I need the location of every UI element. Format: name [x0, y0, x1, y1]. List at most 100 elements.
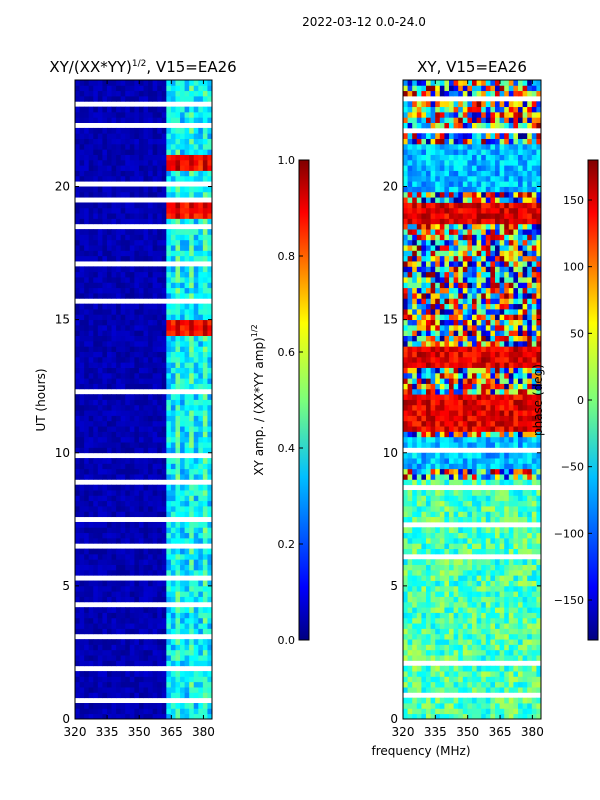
heatmap-cell [490, 527, 496, 534]
heatmap-cell [430, 378, 436, 384]
heatmap-cell [403, 495, 408, 502]
heatmap-cell [518, 415, 523, 422]
heatmap-cell [407, 468, 413, 475]
heatmap-cell [407, 612, 413, 619]
heatmap-cell [193, 660, 199, 667]
heatmap-cell [444, 713, 450, 720]
heatmap-cell [189, 90, 195, 97]
heatmap-cell [152, 415, 158, 422]
heatmap-cell [449, 623, 454, 629]
heatmap-cell [449, 511, 454, 518]
heatmap-cell [157, 537, 163, 544]
heatmap-cell [435, 388, 441, 395]
heatmap-cell [138, 213, 144, 219]
heatmap-cell [184, 692, 190, 699]
heatmap-cell [490, 612, 496, 619]
heatmap-cell [481, 681, 487, 688]
heatmap-cell [97, 692, 103, 699]
heatmap-cell [143, 569, 149, 576]
heatmap-cell [403, 543, 408, 549]
heatmap-cell [157, 564, 163, 571]
heatmap-cell [88, 644, 94, 651]
heatmap-cell [116, 255, 122, 262]
heatmap-cell [449, 362, 454, 368]
heatmap-cell [111, 468, 117, 475]
heatmap-cell [513, 623, 519, 629]
heatmap-cell [111, 133, 117, 139]
heatmap-cell [180, 676, 185, 683]
heatmap-cell [462, 394, 468, 400]
heatmap-cell [79, 553, 85, 560]
heatmap-cell [143, 213, 149, 219]
heatmap-cell [207, 90, 213, 97]
heatmap-cell [193, 410, 199, 416]
heatmap-cell [184, 548, 190, 555]
heatmap-cell [152, 676, 158, 683]
heatmap-cell [495, 367, 500, 374]
heatmap-cell [84, 218, 90, 225]
heatmap-cell [416, 687, 422, 693]
heatmap-cell [504, 431, 510, 438]
heatmap-cell [499, 516, 505, 523]
heatmap-cell [426, 495, 431, 502]
heatmap-cell [116, 149, 122, 155]
heatmap-cell [175, 703, 181, 709]
heatmap-cell [207, 548, 213, 555]
heatmap-cell [508, 601, 514, 608]
heatmap-cell [180, 303, 185, 310]
heatmap-cell [143, 106, 149, 113]
heatmap-cell [531, 468, 537, 475]
heatmap-cell [79, 133, 85, 139]
heatmap-cell [453, 617, 459, 624]
heatmap-cell [476, 495, 482, 502]
heatmap-cell [175, 431, 181, 438]
heatmap-cell [467, 639, 473, 645]
heatmap-cell [75, 239, 80, 246]
heatmap-cell [148, 607, 154, 613]
heatmap-cell [97, 367, 103, 374]
heatmap-cell [407, 516, 413, 523]
heatmap-cell [467, 687, 473, 693]
heatmap-cell [513, 633, 519, 640]
heatmap-cell [161, 607, 167, 613]
heatmap-cell [125, 687, 131, 693]
heatmap-cell [175, 537, 181, 544]
heatmap-cell [207, 367, 213, 374]
heatmap-cell [148, 378, 154, 384]
heatmap-cell [499, 399, 505, 406]
heatmap-cell [430, 676, 436, 683]
heatmap-cell [407, 463, 413, 470]
heatmap-cell [444, 585, 450, 592]
heatmap-cell [481, 543, 487, 549]
heatmap-cell [166, 186, 172, 193]
heatmap-cell [421, 559, 427, 565]
heatmap-cell [97, 527, 103, 534]
heatmap-cell [430, 543, 436, 549]
heatmap-cell [202, 713, 208, 720]
heatmap-cell [157, 314, 163, 321]
heatmap-cell [116, 95, 122, 102]
heatmap-cell [180, 154, 185, 161]
heatmap-cell [120, 106, 126, 113]
heatmap-cell [416, 633, 422, 640]
heatmap-cell [193, 447, 199, 454]
heatmap-cell [93, 356, 99, 363]
heatmap-cell [166, 474, 172, 480]
heatmap-cell [152, 372, 158, 379]
heatmap-cell [111, 431, 117, 438]
heatmap-cell [485, 426, 491, 432]
heatmap-cell [412, 548, 418, 555]
heatmap-cell [152, 154, 158, 161]
heatmap-cell [462, 703, 468, 709]
heatmap-cell [152, 596, 158, 603]
heatmap-cell [93, 474, 99, 480]
heatmap-cell [84, 85, 90, 92]
heatmap-cell [472, 596, 477, 603]
heatmap-cell [444, 639, 450, 645]
heatmap-cell [189, 569, 195, 576]
heatmap-cell [449, 543, 454, 549]
heatmap-cell [495, 388, 500, 395]
heatmap-cell [453, 362, 459, 368]
heatmap-cell [161, 681, 167, 688]
heatmap-cell [106, 266, 112, 273]
